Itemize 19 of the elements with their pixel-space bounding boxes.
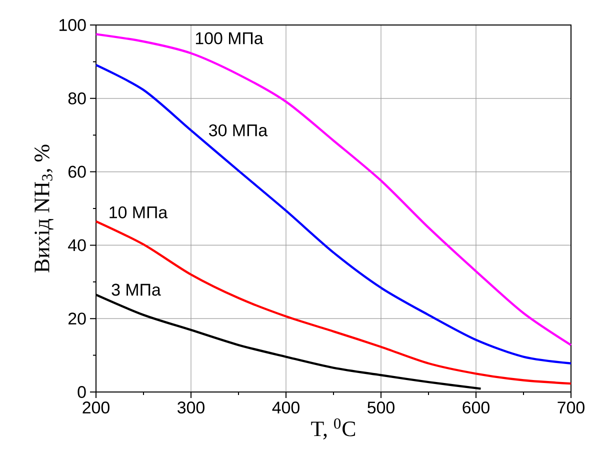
y-tick-label: 100 <box>60 19 86 31</box>
x-axis-title: T, $^{0}$C <box>311 418 356 440</box>
series-label: 100 МПа <box>196 32 264 44</box>
x-tick-label: 500 <box>368 402 394 414</box>
x-tick-label: 200 <box>82 402 110 414</box>
series-label: 3 МПа <box>112 284 161 296</box>
x-tick-label: 400 <box>272 402 300 414</box>
x-tick-label: 600 <box>462 402 490 414</box>
y-axis-title: Вихід NH$_{3}$, % <box>34 144 54 272</box>
x-tick-label: 700 <box>558 402 584 414</box>
x-tick-label: 300 <box>178 402 204 414</box>
y-tick-label: 0 <box>78 386 86 398</box>
y-tick-label: 20 <box>68 312 86 325</box>
y-tick-label: 80 <box>68 92 86 104</box>
y-tick-label: 40 <box>68 239 86 252</box>
series-label: 30 МПа <box>209 124 268 136</box>
y-tick-label: 60 <box>68 166 86 178</box>
line-series <box>94 220 572 385</box>
series-label: 10 МПа <box>110 206 168 218</box>
